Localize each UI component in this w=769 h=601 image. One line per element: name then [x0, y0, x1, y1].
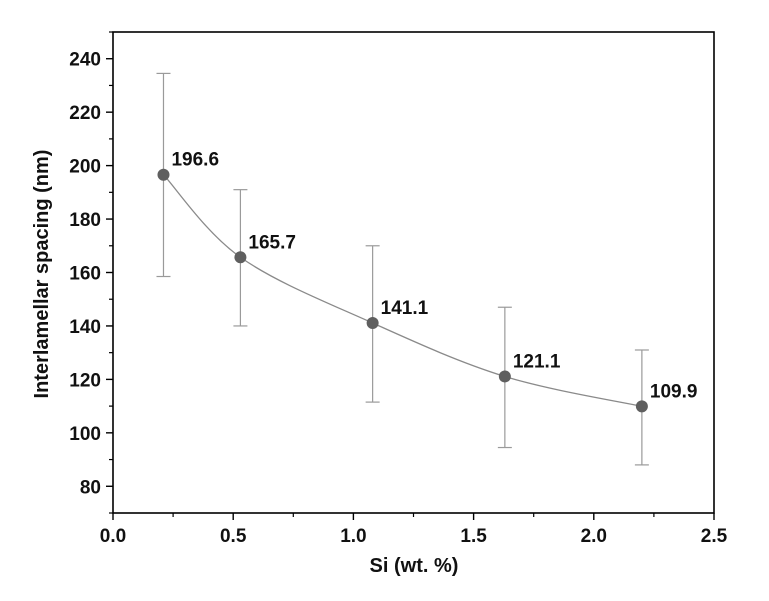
- y-tick-label: 120: [69, 370, 101, 391]
- x-tick-label: 0.0: [100, 526, 126, 547]
- x-tick-label: 0.5: [220, 526, 247, 547]
- x-tick-label: 2.5: [701, 526, 728, 547]
- trend-line: [163, 174, 643, 408]
- y-tick-label: 100: [69, 424, 101, 445]
- y-tick-label: 180: [69, 210, 101, 231]
- data-label: 109.9: [650, 381, 698, 402]
- y-tick-label: 140: [69, 317, 101, 338]
- data-label: 196.6: [171, 150, 219, 171]
- y-axis-ticks: 80 100 120 140 160 180 200 220 240: [69, 31, 113, 514]
- data-point: [498, 370, 511, 383]
- data-point: [157, 168, 170, 181]
- data-point: [234, 251, 247, 264]
- x-axis-title: Si (wt. %): [370, 555, 459, 577]
- y-tick-label: 240: [69, 50, 101, 71]
- y-tick-label: 80: [80, 477, 101, 498]
- y-tick-label: 220: [69, 103, 101, 124]
- x-tick-label: 1.5: [460, 526, 487, 547]
- plot-frame: [112, 31, 715, 514]
- data-label: 121.1: [513, 351, 561, 372]
- y-tick-label: 200: [69, 157, 101, 178]
- x-tick-label: 2.0: [581, 526, 607, 547]
- data-point: [635, 400, 648, 413]
- data-label: 141.1: [381, 298, 429, 319]
- data-labels: 196.6 165.7 141.1 121.1 109.9: [171, 150, 697, 403]
- error-bars: [156, 72, 649, 466]
- x-tick-label: 1.0: [340, 526, 366, 547]
- x-axis-ticks: 0.0 0.5 1.0 1.5 2.0 2.5: [100, 513, 728, 547]
- y-tick-label: 160: [69, 264, 101, 285]
- data-point: [366, 317, 379, 330]
- y-axis-title: Interlamellar spacing (nm): [31, 150, 53, 399]
- data-label: 165.7: [248, 232, 296, 253]
- data-points: [157, 168, 648, 413]
